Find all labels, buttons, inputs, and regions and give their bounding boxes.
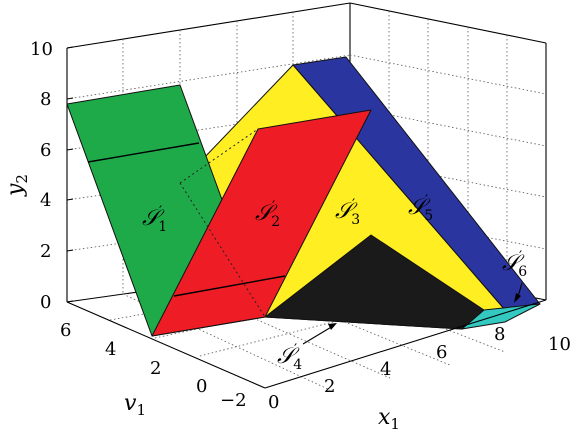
v1-tick-neg2: −2 [220, 390, 247, 411]
y2-tick-8: 8 [40, 89, 51, 110]
x1-axis-label: x1 [378, 405, 400, 433]
x1-tick-2: 2 [324, 376, 335, 397]
y2-tick-0: 0 [40, 292, 51, 313]
front-axes [66, 299, 547, 389]
v1-tick-0: 0 [196, 376, 207, 397]
x1-tick-0: 0 [268, 392, 279, 413]
x1-axis: 0 2 4 6 8 10 x1 [268, 324, 571, 433]
v1-axis: 6 4 2 0 −2 v1 [60, 320, 247, 419]
region-s1-label: 𝒮′ 1 [142, 204, 167, 235]
y2-tick-10: 10 [30, 39, 53, 60]
y2-tick-4: 4 [40, 190, 51, 211]
y2-tick-2: 2 [40, 241, 51, 262]
s4-pointer-arrow [302, 325, 334, 345]
region-s4-label: 𝒮′ 4 [277, 342, 302, 373]
x1-tick-4: 4 [380, 359, 391, 380]
region-s5-label: 𝒮′ 5 [408, 193, 433, 224]
x1-tick-10: 10 [548, 334, 571, 355]
region-s2-label: 𝒮′ 2 [255, 199, 280, 230]
region-labels: 𝒮′ 1 𝒮′ 2 𝒮′ 3 𝒮′ 5 𝒮′ 6 𝒮′ 4 [142, 193, 527, 373]
region-s6-surface [461, 303, 541, 330]
v1-tick-4: 4 [105, 339, 116, 360]
y2-axis: 0 2 4 6 8 10 y2 [3, 39, 74, 313]
surfaces [66, 56, 541, 337]
region-s6-label: 𝒮′ 6 [502, 249, 527, 280]
region-s3-label: 𝒮′ 3 [335, 197, 360, 228]
y2-axis-label: y2 [3, 174, 31, 197]
x1-tick-6: 6 [436, 342, 447, 363]
x1-tick-8: 8 [494, 324, 505, 345]
v1-tick-6: 6 [60, 320, 71, 341]
y2-tick-6: 6 [40, 140, 51, 161]
v1-axis-label: v1 [124, 391, 146, 419]
label-arrows [302, 282, 523, 345]
v1-tick-2: 2 [150, 358, 161, 379]
